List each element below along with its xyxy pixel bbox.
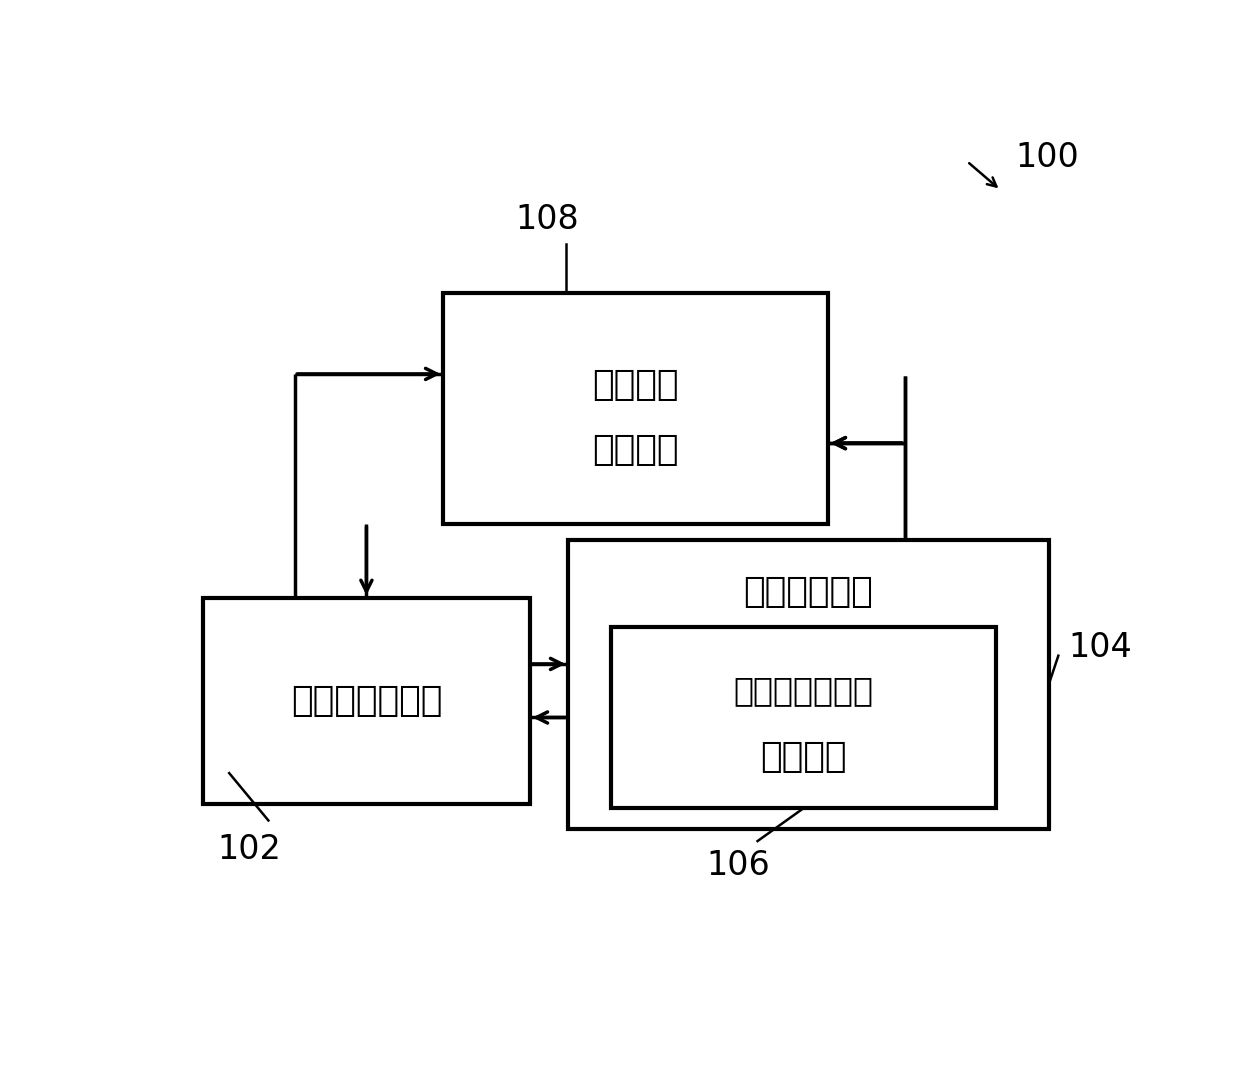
Text: 空气数据探头: 空气数据探头 xyxy=(744,576,873,609)
Bar xyxy=(568,540,1049,828)
Bar xyxy=(444,293,828,524)
Text: 飞机航空: 飞机航空 xyxy=(593,368,678,402)
Text: 102: 102 xyxy=(217,832,281,866)
Bar xyxy=(203,598,529,804)
Text: 电子系统: 电子系统 xyxy=(593,433,678,467)
Text: 感应功率发生器: 感应功率发生器 xyxy=(290,684,443,718)
Text: （一个或多个）: （一个或多个） xyxy=(734,674,874,707)
Text: 感应线圈: 感应线圈 xyxy=(760,740,847,775)
Text: 100: 100 xyxy=(1016,141,1079,173)
Text: 104: 104 xyxy=(1068,631,1132,664)
Text: 108: 108 xyxy=(516,202,579,235)
Bar xyxy=(611,627,996,808)
Text: 106: 106 xyxy=(707,850,770,883)
